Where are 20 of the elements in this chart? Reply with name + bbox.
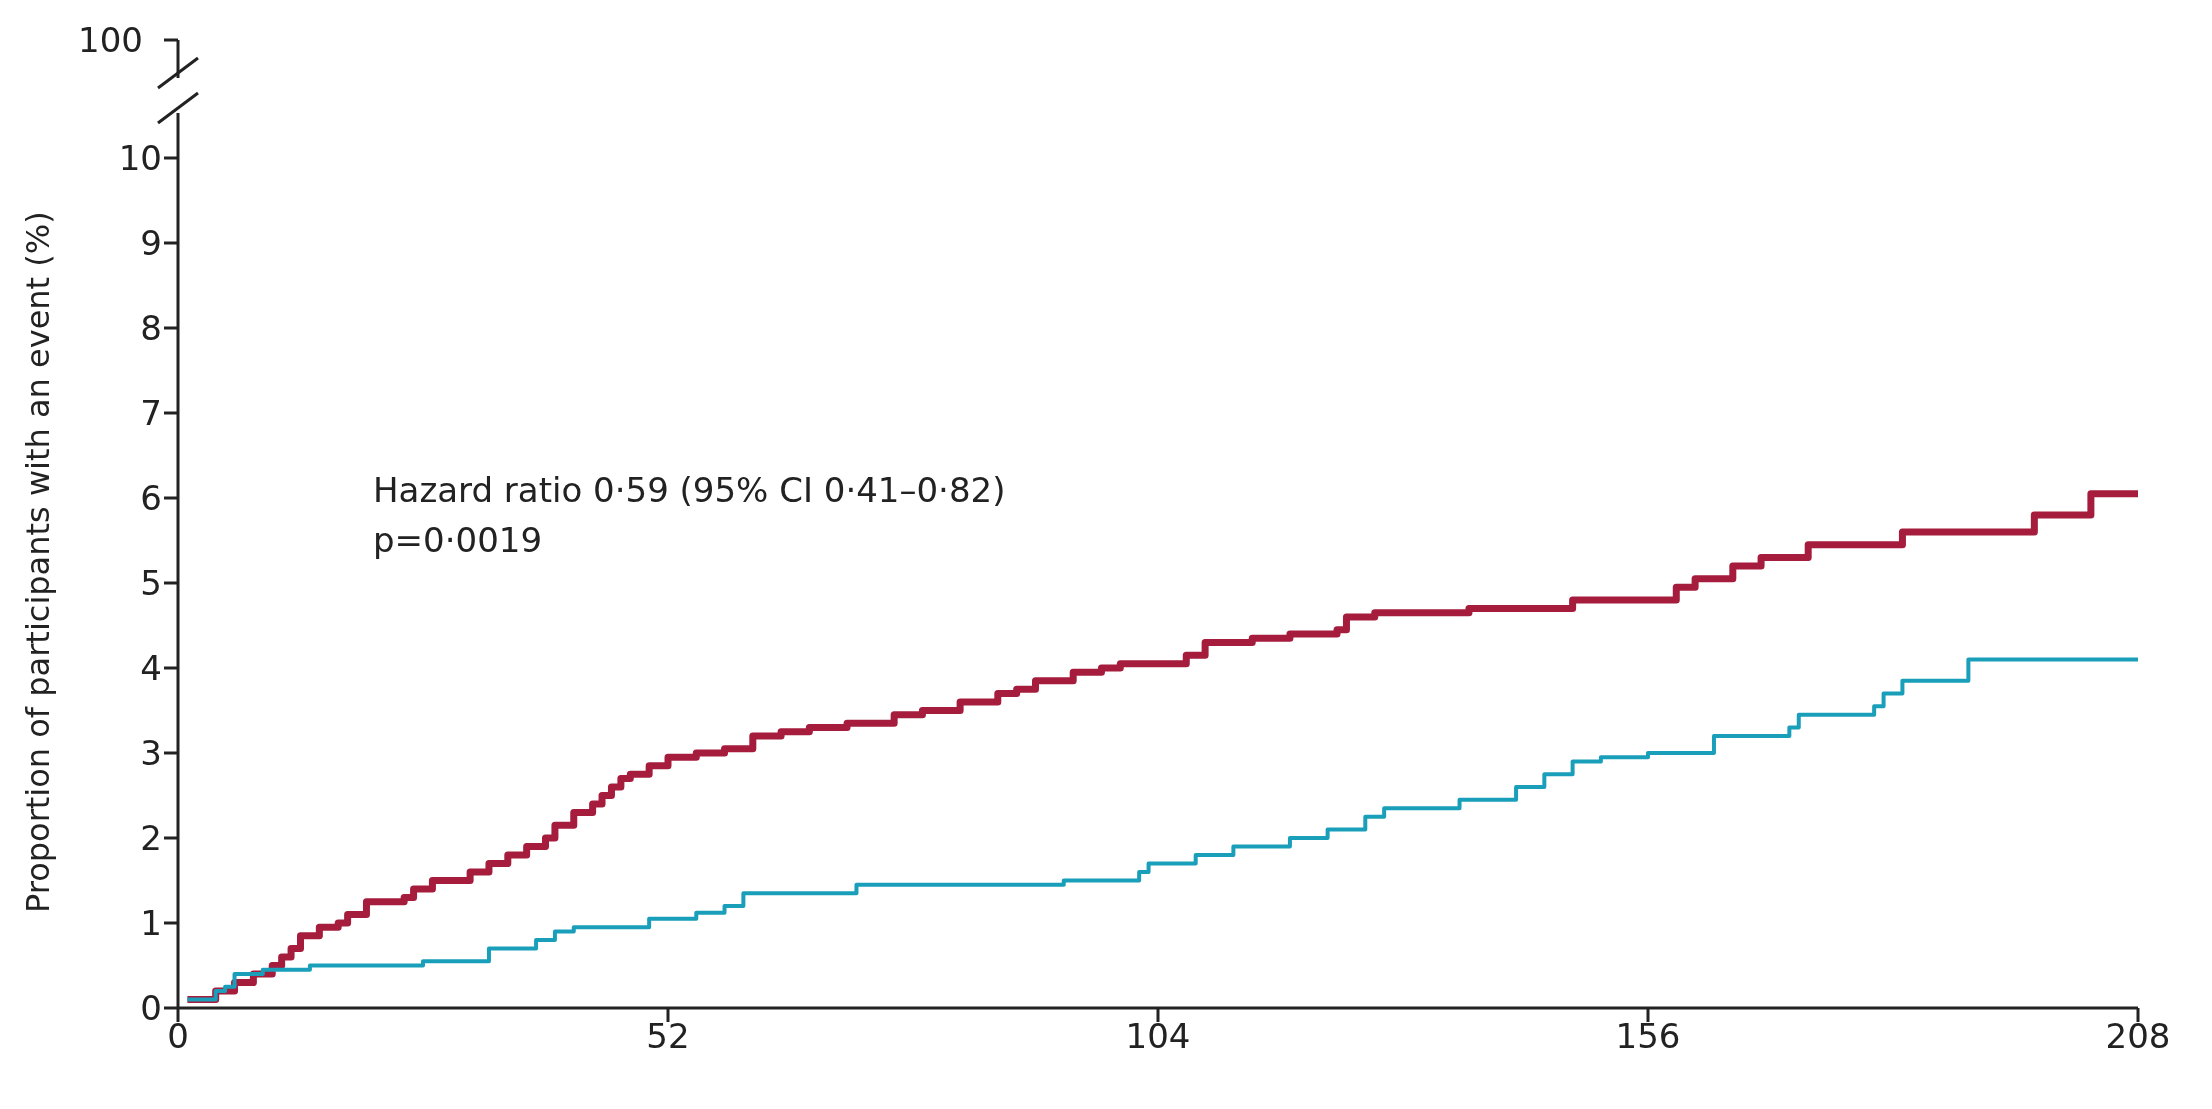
y-tick-label: 1 <box>140 903 162 944</box>
text: 100 <box>78 20 143 60</box>
y-tick-label: 4 <box>140 648 162 689</box>
y-axis-title: Proportion of participants with an event (%) <box>19 211 58 913</box>
x-tick-label: 0 <box>167 1016 189 1057</box>
y-tick-label: 8 <box>140 308 162 349</box>
y-tick-label: 7 <box>140 393 162 434</box>
y-tick-label: 5 <box>140 563 162 604</box>
annotation: Hazard ratio 0·59 (95% CI 0·41–0·82) <box>373 469 1006 512</box>
annotation: p=0·0019 <box>373 519 543 562</box>
x-tick-label: 156 <box>1615 1016 1681 1057</box>
y-tick-label: 3 <box>140 733 162 774</box>
x-tick-label: 104 <box>1125 1016 1191 1057</box>
y-tick-label: 10 <box>118 138 162 179</box>
y-tick-label: 6 <box>140 478 162 519</box>
y-tick-label: 0 <box>140 988 162 1029</box>
x-tick-label: 52 <box>646 1016 690 1057</box>
y-tick-label: 9 <box>140 223 162 264</box>
x-tick-label: 208 <box>2105 1016 2171 1057</box>
y-tick-label: 2 <box>140 818 162 859</box>
